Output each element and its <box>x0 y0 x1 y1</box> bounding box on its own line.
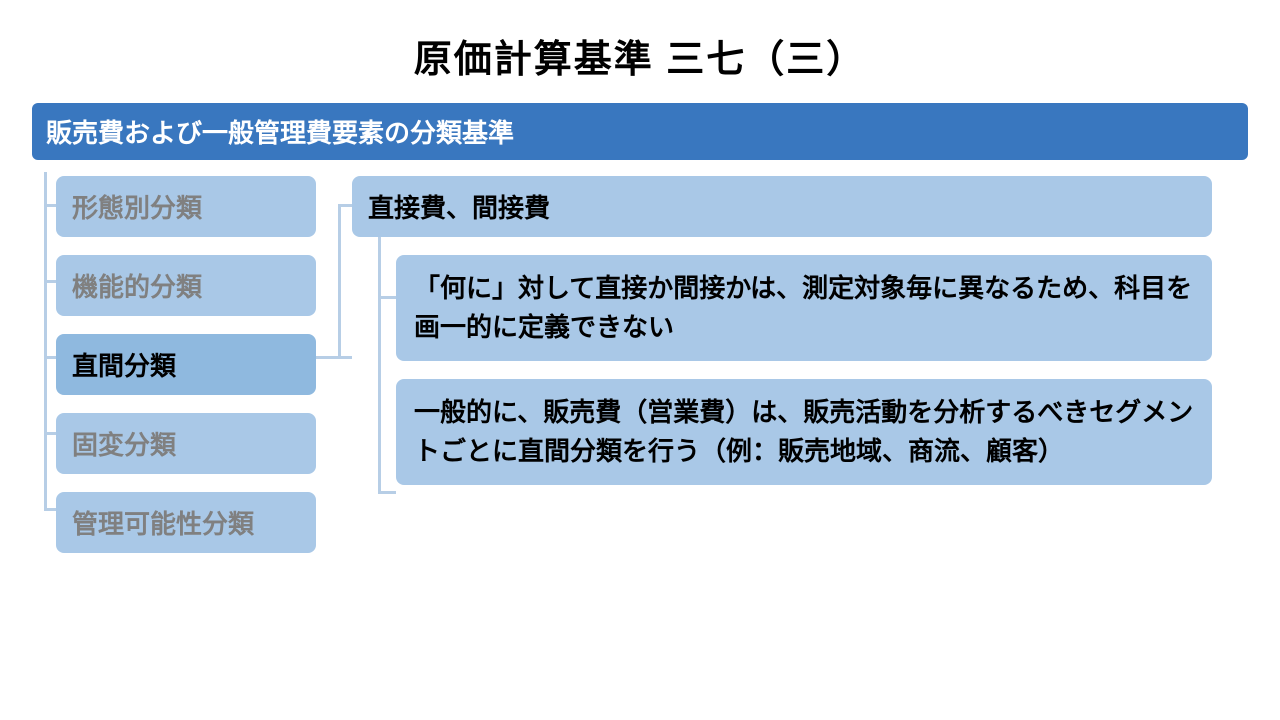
diagram-title: 原価計算基準 三七（三） <box>0 0 1280 103</box>
main-category-bar: 販売費および一般管理費要素の分類基準 <box>32 103 1248 160</box>
left-column: 形態別分類 機能的分類 直間分類 固変分類 管理可能性分類 <box>56 176 316 571</box>
connector-hline-4 <box>44 432 56 435</box>
left-item-4: 管理可能性分類 <box>56 492 316 553</box>
connector-hline-to-rightheader <box>338 204 352 207</box>
left-item-0: 形態別分類 <box>56 176 316 237</box>
right-detail-1: 一般的に、販売費（営業費）は、販売活動を分析するべきセグメントごとに直間分類を行… <box>396 379 1212 485</box>
right-column: 直接費、間接費 「何に」対して直接か間接かは、測定対象毎に異なるため、科目を画一… <box>352 176 1212 503</box>
left-item-3: 固変分類 <box>56 413 316 474</box>
connector-vline-to-rightheader <box>338 204 341 359</box>
connector-hline-5 <box>44 508 56 511</box>
connector-hline-3 <box>44 356 56 359</box>
right-header: 直接費、間接費 <box>352 176 1212 237</box>
connector-vline-main <box>44 172 47 508</box>
connector-hline-2 <box>44 280 56 283</box>
connector-hline-1 <box>44 204 56 207</box>
diagram-content: 形態別分類 機能的分類 直間分類 固変分類 管理可能性分類 直接費、間接費 「何… <box>32 176 1248 716</box>
connector-hline-active-to-right <box>316 356 352 359</box>
right-detail-0: 「何に」対して直接か間接かは、測定対象毎に異なるため、科目を画一的に定義できない <box>396 255 1212 361</box>
left-item-1: 機能的分類 <box>56 255 316 316</box>
left-item-2: 直間分類 <box>56 334 316 395</box>
